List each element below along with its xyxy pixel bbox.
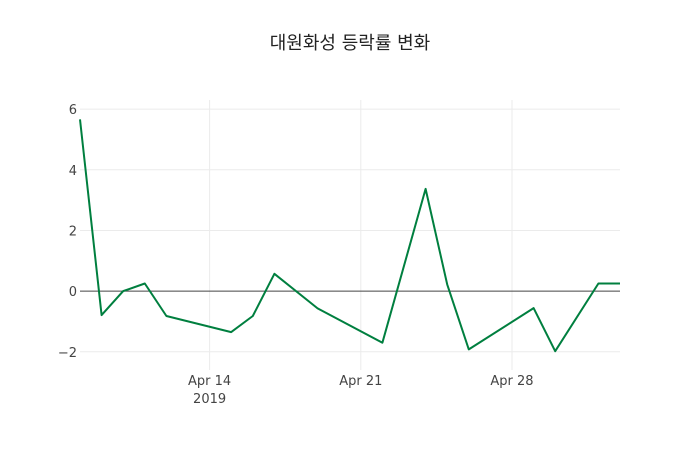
chart-title: 대원화성 등락률 변화: [270, 33, 430, 54]
y-tick-label: −2: [58, 346, 77, 361]
y-tick-label: 6: [69, 103, 77, 118]
y-tick-label: 0: [69, 285, 77, 300]
y-tick-label: 4: [69, 164, 77, 179]
x-tick-label: Apr 28: [490, 374, 533, 389]
x-tick-label: Apr 21: [339, 374, 382, 389]
x-tick-label: Apr 14: [188, 374, 231, 389]
y-tick-label: 2: [69, 224, 77, 239]
x-tick-sublabel: 2019: [193, 392, 226, 407]
series-line: [79, 119, 620, 353]
